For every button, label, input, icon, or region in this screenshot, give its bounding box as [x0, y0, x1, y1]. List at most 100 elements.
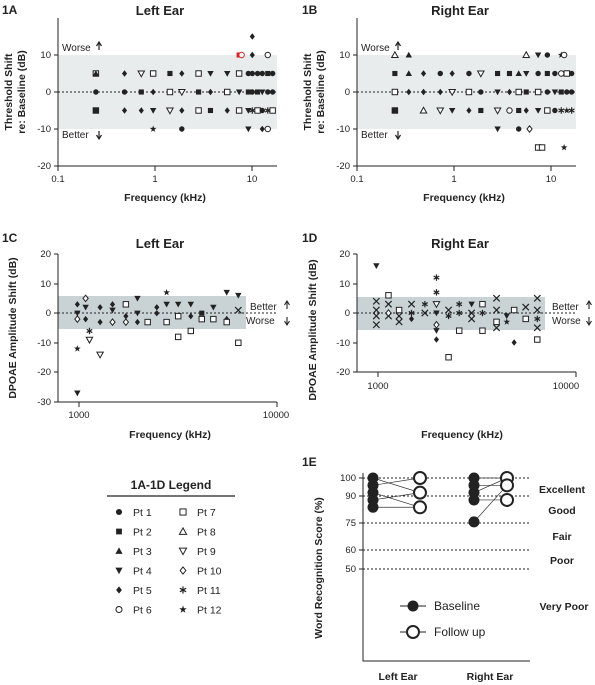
legend-symbol-icon	[116, 528, 122, 535]
data-point	[238, 51, 245, 59]
data-point	[109, 301, 116, 308]
data-point	[179, 126, 185, 132]
data-point	[558, 70, 565, 77]
data-point	[255, 89, 261, 95]
data-point	[560, 51, 568, 59]
data-point	[510, 306, 518, 314]
legend-label: Pt 9	[197, 546, 216, 558]
data-point	[433, 328, 440, 334]
data-point	[249, 51, 255, 59]
y-tick-label: 0	[345, 308, 350, 319]
y-tick-label: -20	[37, 161, 51, 172]
data-point	[419, 106, 428, 114]
x-axis-label-1b: Frequency (kHz)	[423, 192, 505, 204]
data-point	[408, 309, 415, 317]
data-point	[433, 310, 440, 317]
y-axis-label-1d: DPOAE Amplitude Shift (dB)	[307, 259, 319, 400]
better-annotation-1c: Better	[250, 302, 277, 313]
data-point	[405, 70, 412, 77]
data-point	[249, 70, 256, 77]
data-point	[568, 70, 575, 77]
data-point	[479, 327, 486, 334]
connector-line	[372, 492, 421, 508]
data-point	[82, 304, 89, 311]
data-point	[187, 327, 195, 335]
data-point	[235, 292, 242, 299]
category-excellent: Excellent	[539, 484, 586, 496]
data-point	[175, 301, 182, 308]
data-point	[455, 327, 463, 334]
connector-line	[372, 492, 421, 501]
data-point	[224, 70, 231, 77]
y-tick-label: 0	[46, 87, 51, 98]
data-point	[511, 339, 517, 346]
data-point	[523, 89, 529, 95]
x-tick-right-ear: Right Ear	[467, 671, 514, 683]
data-point	[254, 107, 261, 114]
data-point	[223, 318, 230, 326]
data-point	[265, 70, 271, 77]
legend-label: Pt 4	[133, 566, 152, 578]
data-point	[433, 320, 440, 329]
followup-point	[413, 500, 427, 515]
y-axis-label-1b-line1: Threshold Shift	[302, 53, 314, 131]
data-point	[144, 318, 151, 326]
data-point	[122, 301, 130, 308]
y-ticks-1e: 100 90 75 60 50	[340, 473, 363, 575]
data-point	[174, 312, 182, 320]
x-ticks-1b: 0.1 1 10	[350, 166, 556, 185]
data-point	[445, 312, 452, 320]
data-point	[269, 89, 276, 95]
data-point	[254, 70, 261, 77]
data-point	[407, 300, 416, 308]
data-point	[86, 327, 93, 335]
legend-label: Pt 7	[197, 507, 216, 519]
data-point	[467, 315, 476, 323]
data-point	[479, 309, 486, 317]
data-point	[224, 107, 230, 114]
legend-label: Pt 10	[197, 566, 222, 578]
arrow-up-icon	[586, 299, 592, 309]
data-point	[149, 125, 157, 132]
x-tick-label: 10	[247, 174, 258, 185]
data-point	[245, 70, 252, 77]
data-point	[269, 107, 276, 114]
data-point	[372, 297, 380, 305]
x-ticks-1d: 1000 10000	[367, 372, 579, 392]
legend-symbol-icon	[178, 526, 188, 535]
legend-symbol-icon	[179, 508, 187, 516]
data-point	[123, 312, 129, 320]
data-point	[385, 292, 392, 299]
data-point	[552, 107, 558, 114]
data-point	[534, 107, 542, 114]
data-point	[449, 70, 455, 77]
data-point	[134, 318, 141, 326]
data-point	[448, 88, 457, 97]
data-point	[74, 345, 81, 352]
better-annotation-1b: Better	[361, 130, 388, 141]
chart-title-1b: Right Ear	[431, 3, 489, 18]
data-point	[493, 318, 500, 326]
data-point	[235, 89, 243, 96]
baseline-point	[468, 516, 480, 528]
y-tick-label: 10	[339, 279, 350, 290]
data-point	[506, 88, 513, 96]
x-tick-label: 1	[451, 174, 456, 185]
legend-label: Pt 11	[197, 585, 221, 597]
data-point	[495, 70, 501, 77]
y-tick-label: -10	[37, 124, 51, 135]
y-tick-label: -20	[336, 161, 350, 172]
y-tick-label: -10	[336, 338, 350, 349]
data-point	[405, 51, 412, 58]
category-good: Good	[548, 505, 575, 517]
y-ticks-1a: 10 0 -10 -20	[37, 50, 58, 172]
connector-line	[473, 485, 508, 523]
legend-label: Pt 12	[197, 605, 222, 617]
data-point	[492, 306, 501, 314]
data-point	[223, 289, 230, 296]
y-axis-label-1a-line1: Threshold Shift	[3, 53, 15, 131]
arrow-up-icon	[284, 299, 290, 309]
y-axis-label-1c: DPOAE Amplitude Shift (dB)	[7, 257, 19, 398]
data-point	[149, 107, 157, 114]
data-point	[82, 294, 89, 303]
